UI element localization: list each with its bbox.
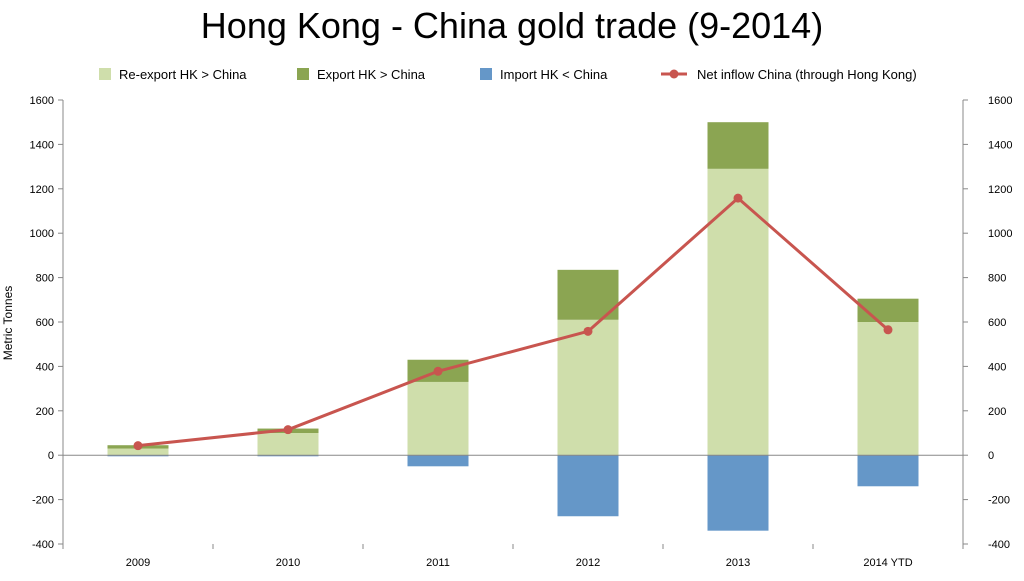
bar-0-5 — [857, 322, 919, 456]
y-tick-label-right: -400 — [988, 539, 1010, 551]
x-tick-label: 2013 — [726, 557, 750, 569]
x-tick-label: 2009 — [126, 557, 150, 569]
line-point-3 — [583, 326, 593, 336]
y-axis-label: Metric Tonnes — [1, 286, 15, 360]
y-tick-label-right: 200 — [988, 406, 1006, 418]
y-tick-label-right: 1200 — [988, 184, 1012, 196]
legend-label: Net inflow China (through Hong Kong) — [697, 67, 917, 82]
y-tick-label-left: 400 — [36, 361, 54, 373]
bar-0-2 — [407, 381, 469, 456]
x-tick-label: 2010 — [276, 557, 300, 569]
legend-label: Re-export HK > China — [119, 67, 247, 82]
series-line-3 — [137, 196, 889, 448]
plot-area: -400 -200 0 200 400 600 800 1000 1200 1400 1600 -40… — [30, 95, 1013, 569]
y-tick-label-right: 800 — [988, 273, 1006, 285]
bar-0-3 — [557, 319, 619, 456]
y-tick-label-left: 1400 — [30, 139, 54, 151]
y-tick-label-right: 1400 — [988, 139, 1012, 151]
y-tick-label-right: 600 — [988, 317, 1006, 329]
line-point-4 — [733, 193, 743, 203]
bar-0-0 — [107, 448, 169, 456]
y-tick-label-left: 1000 — [30, 228, 54, 240]
line-point-2 — [433, 366, 443, 376]
legend-label: Import HK < China — [500, 67, 608, 82]
legend-swatch — [480, 68, 492, 80]
y-tick-label-right: 1600 — [988, 95, 1012, 107]
legend-item-1: Export HK > China — [297, 67, 426, 82]
legend-label: Export HK > China — [317, 67, 426, 82]
legend: Re-export HK > China Export HK > China Imp… — [99, 67, 917, 82]
y-tick-label-left: 1600 — [30, 95, 54, 107]
bar-0-1 — [257, 433, 319, 456]
bar-2-4 — [707, 455, 769, 531]
legend-swatch — [99, 68, 111, 80]
bar-2-5 — [857, 455, 919, 487]
line-point-5 — [883, 325, 893, 335]
legend-item-2: Import HK < China — [480, 67, 608, 82]
y-tick-label-right: 1000 — [988, 228, 1012, 240]
legend-item-0: Re-export HK > China — [99, 67, 247, 82]
line-point-1 — [283, 425, 293, 435]
y-tick-label-left: -400 — [32, 539, 54, 551]
y-tick-label-left: -200 — [32, 495, 54, 507]
x-tick-label: 2011 — [426, 557, 450, 569]
y-tick-label-right: 400 — [988, 361, 1006, 373]
chart-title: Hong Kong - China gold trade (9-2014) — [201, 5, 823, 46]
y-tick-label-left: 800 — [36, 273, 54, 285]
bar-0-4 — [707, 168, 769, 456]
x-tick-label: 2014 YTD — [863, 557, 912, 569]
y-tick-label-left: 0 — [48, 450, 54, 462]
y-tick-label-right: 0 — [988, 450, 994, 462]
x-tick-label: 2012 — [576, 557, 600, 569]
bar-2-3 — [557, 455, 619, 517]
line-point-0 — [133, 441, 143, 451]
bar-1-4 — [707, 122, 769, 169]
y-tick-label-left: 1200 — [30, 184, 54, 196]
legend-item-3: Net inflow China (through Hong Kong) — [661, 67, 917, 82]
y-tick-label-left: 600 — [36, 317, 54, 329]
bar-2-1 — [257, 455, 319, 457]
bar-2-2 — [407, 455, 469, 467]
y-tick-label-left: 200 — [36, 406, 54, 418]
legend-marker — [669, 69, 679, 79]
bar-2-0 — [107, 455, 169, 457]
legend-swatch — [297, 68, 309, 80]
y-tick-label-right: -200 — [988, 495, 1010, 507]
